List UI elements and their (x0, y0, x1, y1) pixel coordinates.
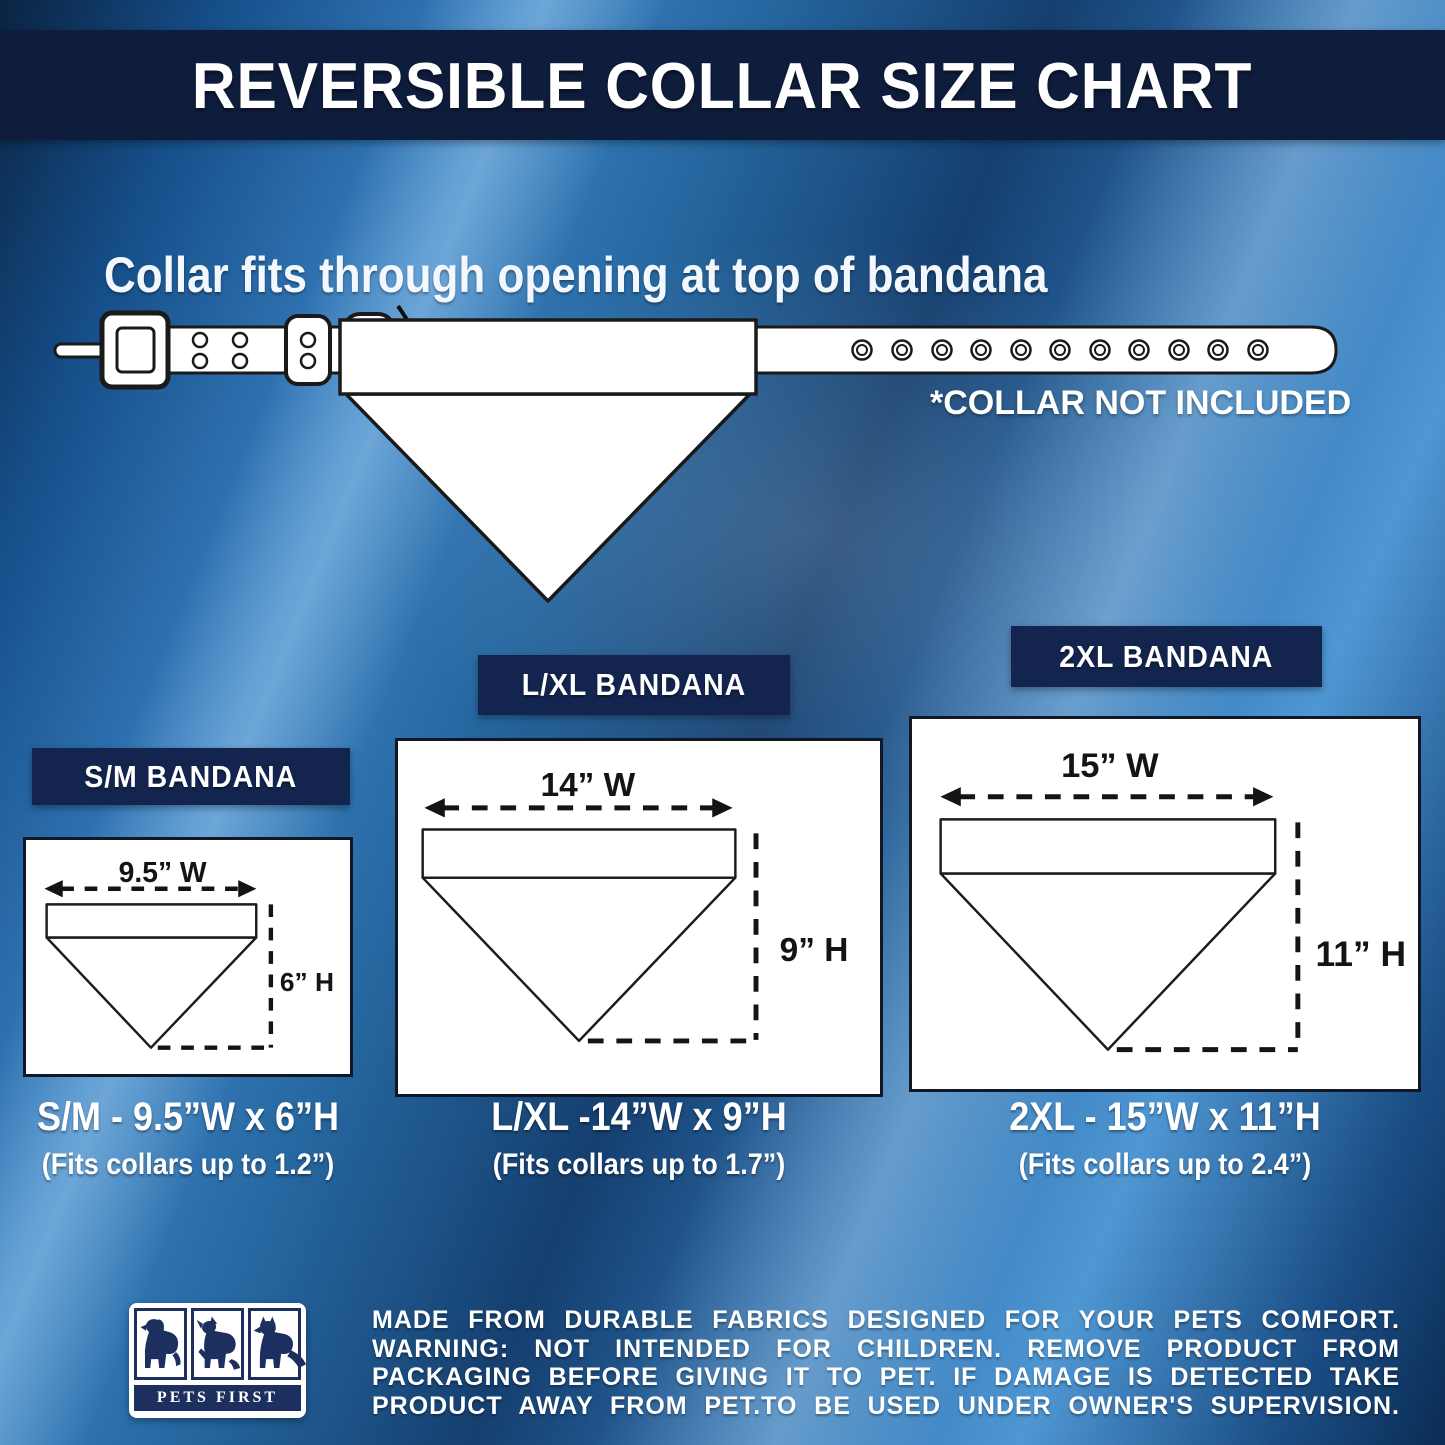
sm-height-line (157, 904, 274, 1050)
collar-opening-caption: Collar fits through opening at top of ba… (104, 247, 1048, 303)
pets-first-logo: PETS FIRST (129, 1303, 306, 1418)
logo-dog-frames (134, 1308, 306, 1380)
lxl-height-line (587, 833, 759, 1044)
2xl-height-label: 11” H (1316, 934, 1407, 974)
logo-text: PETS FIRST (156, 1389, 279, 1406)
sm-bandana-shape (45, 903, 258, 1049)
2xl-height-line (1116, 822, 1301, 1053)
sm-height-label: 6” H (280, 967, 334, 997)
sm-width-label: 9.5” W (119, 856, 207, 888)
sm-width-arrow (44, 880, 257, 898)
warning-text: MADE FROM DURABLE FABRICS DESIGNED FOR Y… (372, 1306, 1400, 1420)
dog-frame-1 (134, 1308, 187, 1380)
lxl-height-label: 9” H (780, 932, 849, 969)
2xl-width-arrow (940, 787, 1274, 807)
2xl-bandana-shape (939, 818, 1277, 1051)
2xl-width-label: 15” W (1061, 747, 1159, 785)
size-label-sm: S/M BANDANA (32, 748, 350, 805)
bandana-triangle (344, 392, 752, 603)
logo-text-band: PETS FIRST (134, 1385, 301, 1411)
caption-2xl-fits: (Fits collars up to 2.4”) (1018, 1148, 1312, 1181)
size-label-lxl-text: L/XL BANDANA (521, 667, 747, 702)
warning-line-4: PRODUCT AWAY FROM PET.TO BE USED UNDER O… (372, 1391, 1400, 1420)
strap-eyelets (851, 339, 1269, 361)
lxl-width-label: 14” W (541, 767, 636, 804)
lxl-bandana-shape (421, 828, 737, 1043)
size-label-sm-text: S/M BANDANA (84, 758, 298, 794)
diagram-2xl: 15” W 11” H (939, 747, 1407, 1053)
diagram-box-sm: 9.5” W 6” H (23, 837, 353, 1077)
buckle-icon (53, 310, 171, 390)
caption-lxl: L/XL -14”W x 9”H (491, 1095, 787, 1139)
dog-frame-2 (191, 1308, 244, 1380)
diagram-sm: 9.5” W 6” H (44, 856, 334, 1050)
caption-2xl: 2XL - 15”W x 11”H (1009, 1095, 1321, 1139)
labrador-dog-icon (140, 1319, 181, 1368)
diagram-lxl: 14” W 9” H (421, 767, 849, 1044)
size-label-lxl: L/XL BANDANA (478, 655, 790, 715)
lxl-width-arrow (424, 798, 733, 818)
caption-sm: S/M - 9.5”W x 6”H (36, 1095, 340, 1139)
warning-line-3: PACKAGING BEFORE GIVING IT TO PET. IF DA… (372, 1363, 1400, 1391)
caption-lxl-fits: (Fits collars up to 1.7”) (492, 1148, 786, 1181)
warning-line-1: MADE FROM DURABLE FABRICS DESIGNED FOR Y… (372, 1306, 1400, 1334)
bandana-sleeve (338, 318, 758, 396)
dog-frame-3 (248, 1308, 306, 1380)
header-band: REVERSIBLE COLLAR SIZE CHART (0, 30, 1445, 140)
collar-not-included-note: *COLLAR NOT INCLUDED (930, 384, 1352, 422)
howling-dog-icon (196, 1316, 241, 1370)
diagram-box-lxl: 14” W 9” H (395, 738, 883, 1097)
caption-sm-fits: (Fits collars up to 1.2”) (41, 1148, 335, 1181)
warning-line-2: WARNING: NOT INTENDED FOR CHILDREN. REMO… (372, 1334, 1400, 1363)
size-label-2xl: 2XL BANDANA (1011, 626, 1322, 687)
shepherd-dog-icon (253, 1316, 306, 1368)
collar-illustration (53, 304, 1338, 603)
size-label-2xl-text: 2XL BANDANA (1059, 638, 1274, 674)
page-title: REVERSIBLE COLLAR SIZE CHART (192, 48, 1253, 122)
diagram-box-2xl: 15” W 11” H (909, 716, 1421, 1092)
